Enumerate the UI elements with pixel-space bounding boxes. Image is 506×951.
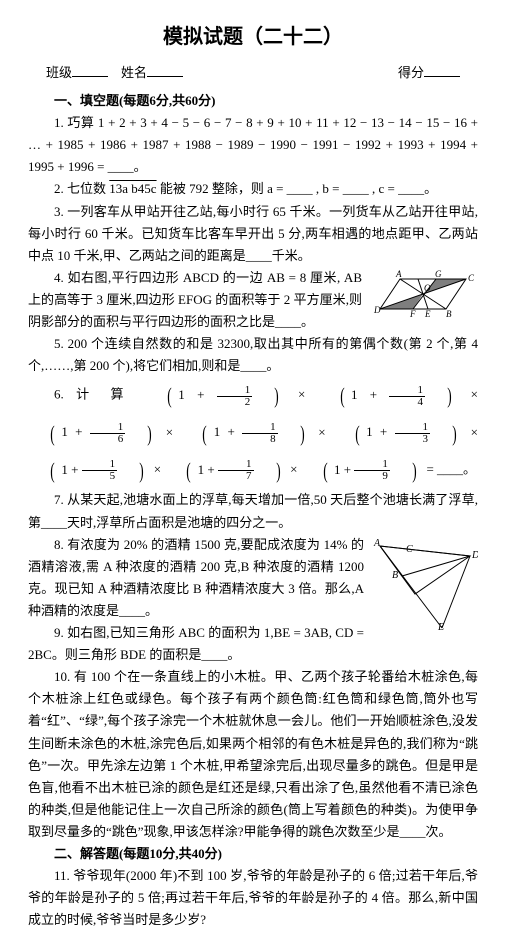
fig9-A: A <box>373 538 381 549</box>
figure-4: D A C B E F G O <box>368 269 478 328</box>
fig4-E: E <box>424 309 431 319</box>
p6-tail: = ____。 <box>426 462 476 477</box>
fig4-C: C <box>468 273 475 283</box>
header-row: 班级 姓名 得分 <box>28 62 478 84</box>
class-field: 班级 姓名 <box>46 62 183 84</box>
problem-6: 6. 计 算 (1 + 12) × (1 + 14) × (1 + 16) × … <box>28 377 478 489</box>
fig4-D: D <box>373 305 381 315</box>
problem-4-block: D A C B E F G O 4. 如右图,平行四边形 ABCD 的一边 AB… <box>28 267 478 333</box>
fig9-C: C <box>406 544 413 555</box>
problem-8-9-block: A B C D E 8. 有浓度为 20% 的酒精 1500 克,要配成浓度为 … <box>28 534 478 667</box>
problem-1: 1. 巧算 1 + 2 + 3 + 4 − 5 − 6 − 7 − 8 + 9 … <box>28 112 478 178</box>
name-label: 姓名 <box>121 65 147 80</box>
fig4-G: G <box>435 269 442 279</box>
p2-text-a: 2. 七位数 <box>54 181 106 196</box>
figure-9: A B C D E <box>370 536 478 639</box>
p2-number: 13a b45c <box>109 181 156 196</box>
class-label: 班级 <box>46 65 72 80</box>
problem-7: 7. 从某天起,池塘水面上的浮草,每天增加一倍,50 天后整个池塘长满了浮草,第… <box>28 489 478 533</box>
fig9-E: E <box>437 622 444 632</box>
fig4-F: F <box>409 309 416 319</box>
fig4-B: B <box>446 309 452 319</box>
fig4-O: O <box>424 283 431 293</box>
problem-10: 10. 有 100 个在一条直线上的小木桩。甲、乙两个孩子轮番给木桩涂色,每个木… <box>28 666 478 843</box>
score-label: 得分 <box>398 65 424 80</box>
problem-5: 5. 200 个连续自然数的和是 32300,取出其中所有的第偶个数(第 2 个… <box>28 333 478 377</box>
section-2-title: 二、解答题(每题10分,共40分) <box>28 843 478 865</box>
problem-3: 3. 一列客车从甲站开往乙站,每小时行 65 千米。一列货车从乙站开往甲站,每小… <box>28 201 478 267</box>
p6-lead: 6. 计 算 <box>54 387 145 402</box>
section-1-title: 一、填空题(每题6分,共60分) <box>28 90 478 112</box>
fig9-D: D <box>471 550 478 561</box>
page-title: 模拟试题（二十二） <box>28 20 478 54</box>
fig9-B: B <box>392 570 398 581</box>
fig4-A: A <box>395 269 402 279</box>
score-field: 得分 <box>398 62 460 84</box>
problem-2: 2. 七位数 13a b45c 能被 792 整除，则 a = ____ , b… <box>28 178 478 200</box>
p2-text-b: 能被 792 整除，则 a = ____ , b = ____ , c = __… <box>160 181 437 196</box>
problem-11: 11. 爷爷现年(2000 年)不到 100 岁,爷爷的年龄是孙子的 6 倍;过… <box>28 865 478 931</box>
